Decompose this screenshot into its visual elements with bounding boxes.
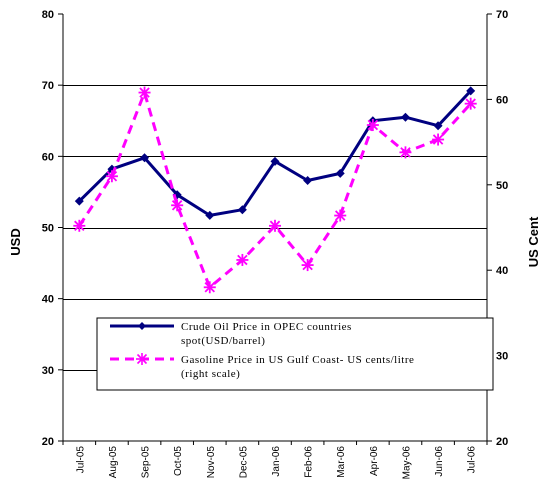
data-point-gasoline <box>301 259 314 272</box>
data-point-crude-oil <box>400 112 410 122</box>
legend-marker-gasoline <box>136 353 148 365</box>
data-point-gasoline <box>399 146 412 159</box>
legend-label-gasoline-line2: (right scale) <box>181 368 240 380</box>
legend-marker-crude <box>138 322 146 330</box>
y-axis-title: USD <box>8 228 23 255</box>
x-tick-label: Sep-05 <box>141 446 152 479</box>
data-point-gasoline <box>269 219 281 232</box>
data-point-gasoline <box>464 97 477 110</box>
x-tick-label: May-06 <box>401 446 412 480</box>
x-tick-label: Dec-05 <box>238 446 249 479</box>
data-point-crude-oil <box>303 176 313 186</box>
y2-tick-label: 20 <box>496 436 508 448</box>
y-tick-label: 50 <box>42 223 54 235</box>
data-point-gasoline <box>138 86 151 99</box>
y-tick-label: 60 <box>42 151 54 163</box>
series-layer <box>73 86 477 294</box>
x-tick-label: Jun-06 <box>434 446 445 477</box>
x-tick-label: Oct-05 <box>173 446 184 476</box>
y-tick-label: 70 <box>42 80 54 92</box>
legend-label-gasoline-line1: Gasoline Price in US Gulf Coast- US cent… <box>181 354 414 366</box>
data-point-gasoline <box>366 119 379 132</box>
y2-tick-label: 50 <box>496 180 508 192</box>
data-point-crude-oil <box>433 121 443 131</box>
x-tick-label: Jul-06 <box>467 446 478 474</box>
data-point-gasoline <box>171 199 184 212</box>
data-point-gasoline <box>73 219 86 232</box>
legend-box <box>96 317 494 391</box>
legend: Crude Oil Price in OPEC countries spot(U… <box>96 317 494 391</box>
x-axis-ticks: Jul-05 Aug-05 Sep-05 Oct-05 Nov-05 Dec-05 Jan-… <box>62 441 488 480</box>
data-point-gasoline <box>432 133 445 146</box>
right-axis-ticks: 20 30 40 50 60 70 <box>487 9 508 448</box>
x-tick-label: Mar-06 <box>336 446 347 478</box>
x-tick-label: Nov-05 <box>206 446 217 479</box>
x-tick-label: Jul-05 <box>75 446 86 474</box>
legend-label-crude-line1: Crude Oil Price in OPEC countries <box>181 321 352 333</box>
y2-tick-label: 30 <box>496 351 508 363</box>
data-point-crude-oil <box>237 205 247 215</box>
data-point-gasoline <box>334 209 347 222</box>
data-point-crude-oil <box>74 196 84 206</box>
y2-tick-label: 70 <box>496 9 508 21</box>
left-axis-ticks: 20 30 40 50 60 70 80 <box>42 9 63 448</box>
y2-axis-title: US Cent <box>526 216 541 267</box>
y2-tick-label: 40 <box>496 265 508 277</box>
data-point-gasoline <box>105 170 118 183</box>
y-tick-label: 80 <box>42 9 54 21</box>
data-point-gasoline <box>236 253 249 266</box>
data-point-crude-oil <box>270 156 280 166</box>
data-point-crude-oil <box>140 153 150 163</box>
y2-tick-label: 60 <box>496 94 508 106</box>
legend-label-crude-line2: spot(USD/barrel) <box>181 335 265 347</box>
data-point-crude-oil <box>466 86 476 96</box>
x-tick-label: Jan-06 <box>271 446 282 477</box>
data-point-crude-oil <box>335 168 345 178</box>
x-tick-label: Apr-06 <box>369 446 380 476</box>
data-point-gasoline <box>203 281 216 294</box>
y-tick-label: 20 <box>42 436 54 448</box>
y-tick-label: 40 <box>42 294 54 306</box>
x-tick-label: Feb-06 <box>304 446 315 478</box>
y-tick-label: 30 <box>42 365 54 377</box>
x-tick-label: Aug-05 <box>108 446 119 479</box>
data-point-crude-oil <box>205 210 215 220</box>
